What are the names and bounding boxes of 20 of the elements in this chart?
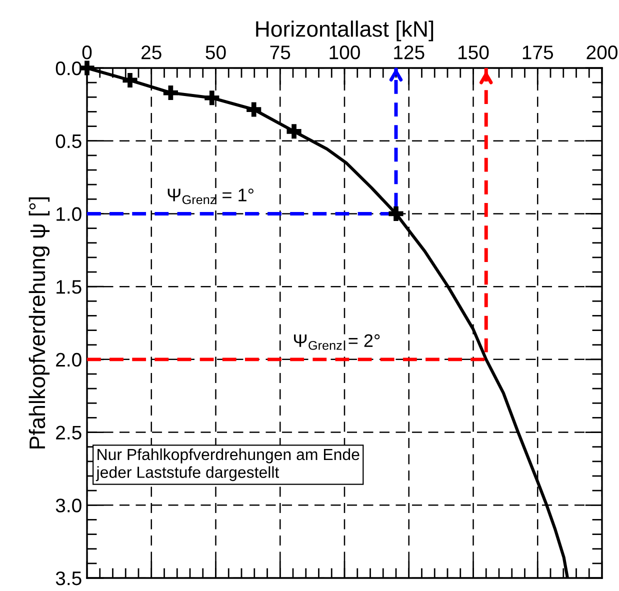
y-tick-label: 3.5 xyxy=(56,571,82,586)
y-tick-label: 1.0 xyxy=(56,207,82,221)
x-tick-label: 150 xyxy=(458,46,489,60)
y-tick-label: 1.5 xyxy=(56,280,82,294)
x-tick-label: 25 xyxy=(142,46,162,60)
y-tick-label: 0.5 xyxy=(56,134,82,148)
x-tick-label: 200 xyxy=(586,46,618,60)
y-tick-label: 2.5 xyxy=(56,426,82,440)
x-axis-title: Horizontallast [kN] xyxy=(256,20,434,42)
x-tick-label: 100 xyxy=(330,46,360,60)
y-tick-label: 3.0 xyxy=(56,498,82,512)
y-tick-label: 2.0 xyxy=(56,352,82,367)
annotation: Ψ$_{Grenz}$ = 2° xyxy=(294,334,380,350)
x-tick-label: 175 xyxy=(522,46,554,60)
x-tick-label: 75 xyxy=(270,46,290,60)
x-tick-label: 50 xyxy=(206,46,226,60)
annotation: Nur Pfahlkopfverdrehungen am Ende jeder Laststufe dargestellt xyxy=(96,448,360,482)
y-axis-title: Pfahlkopfverdrehung ψ [°] xyxy=(28,197,50,448)
x-tick-label: 125 xyxy=(394,46,424,60)
x-tick-label: 0 xyxy=(82,46,92,60)
